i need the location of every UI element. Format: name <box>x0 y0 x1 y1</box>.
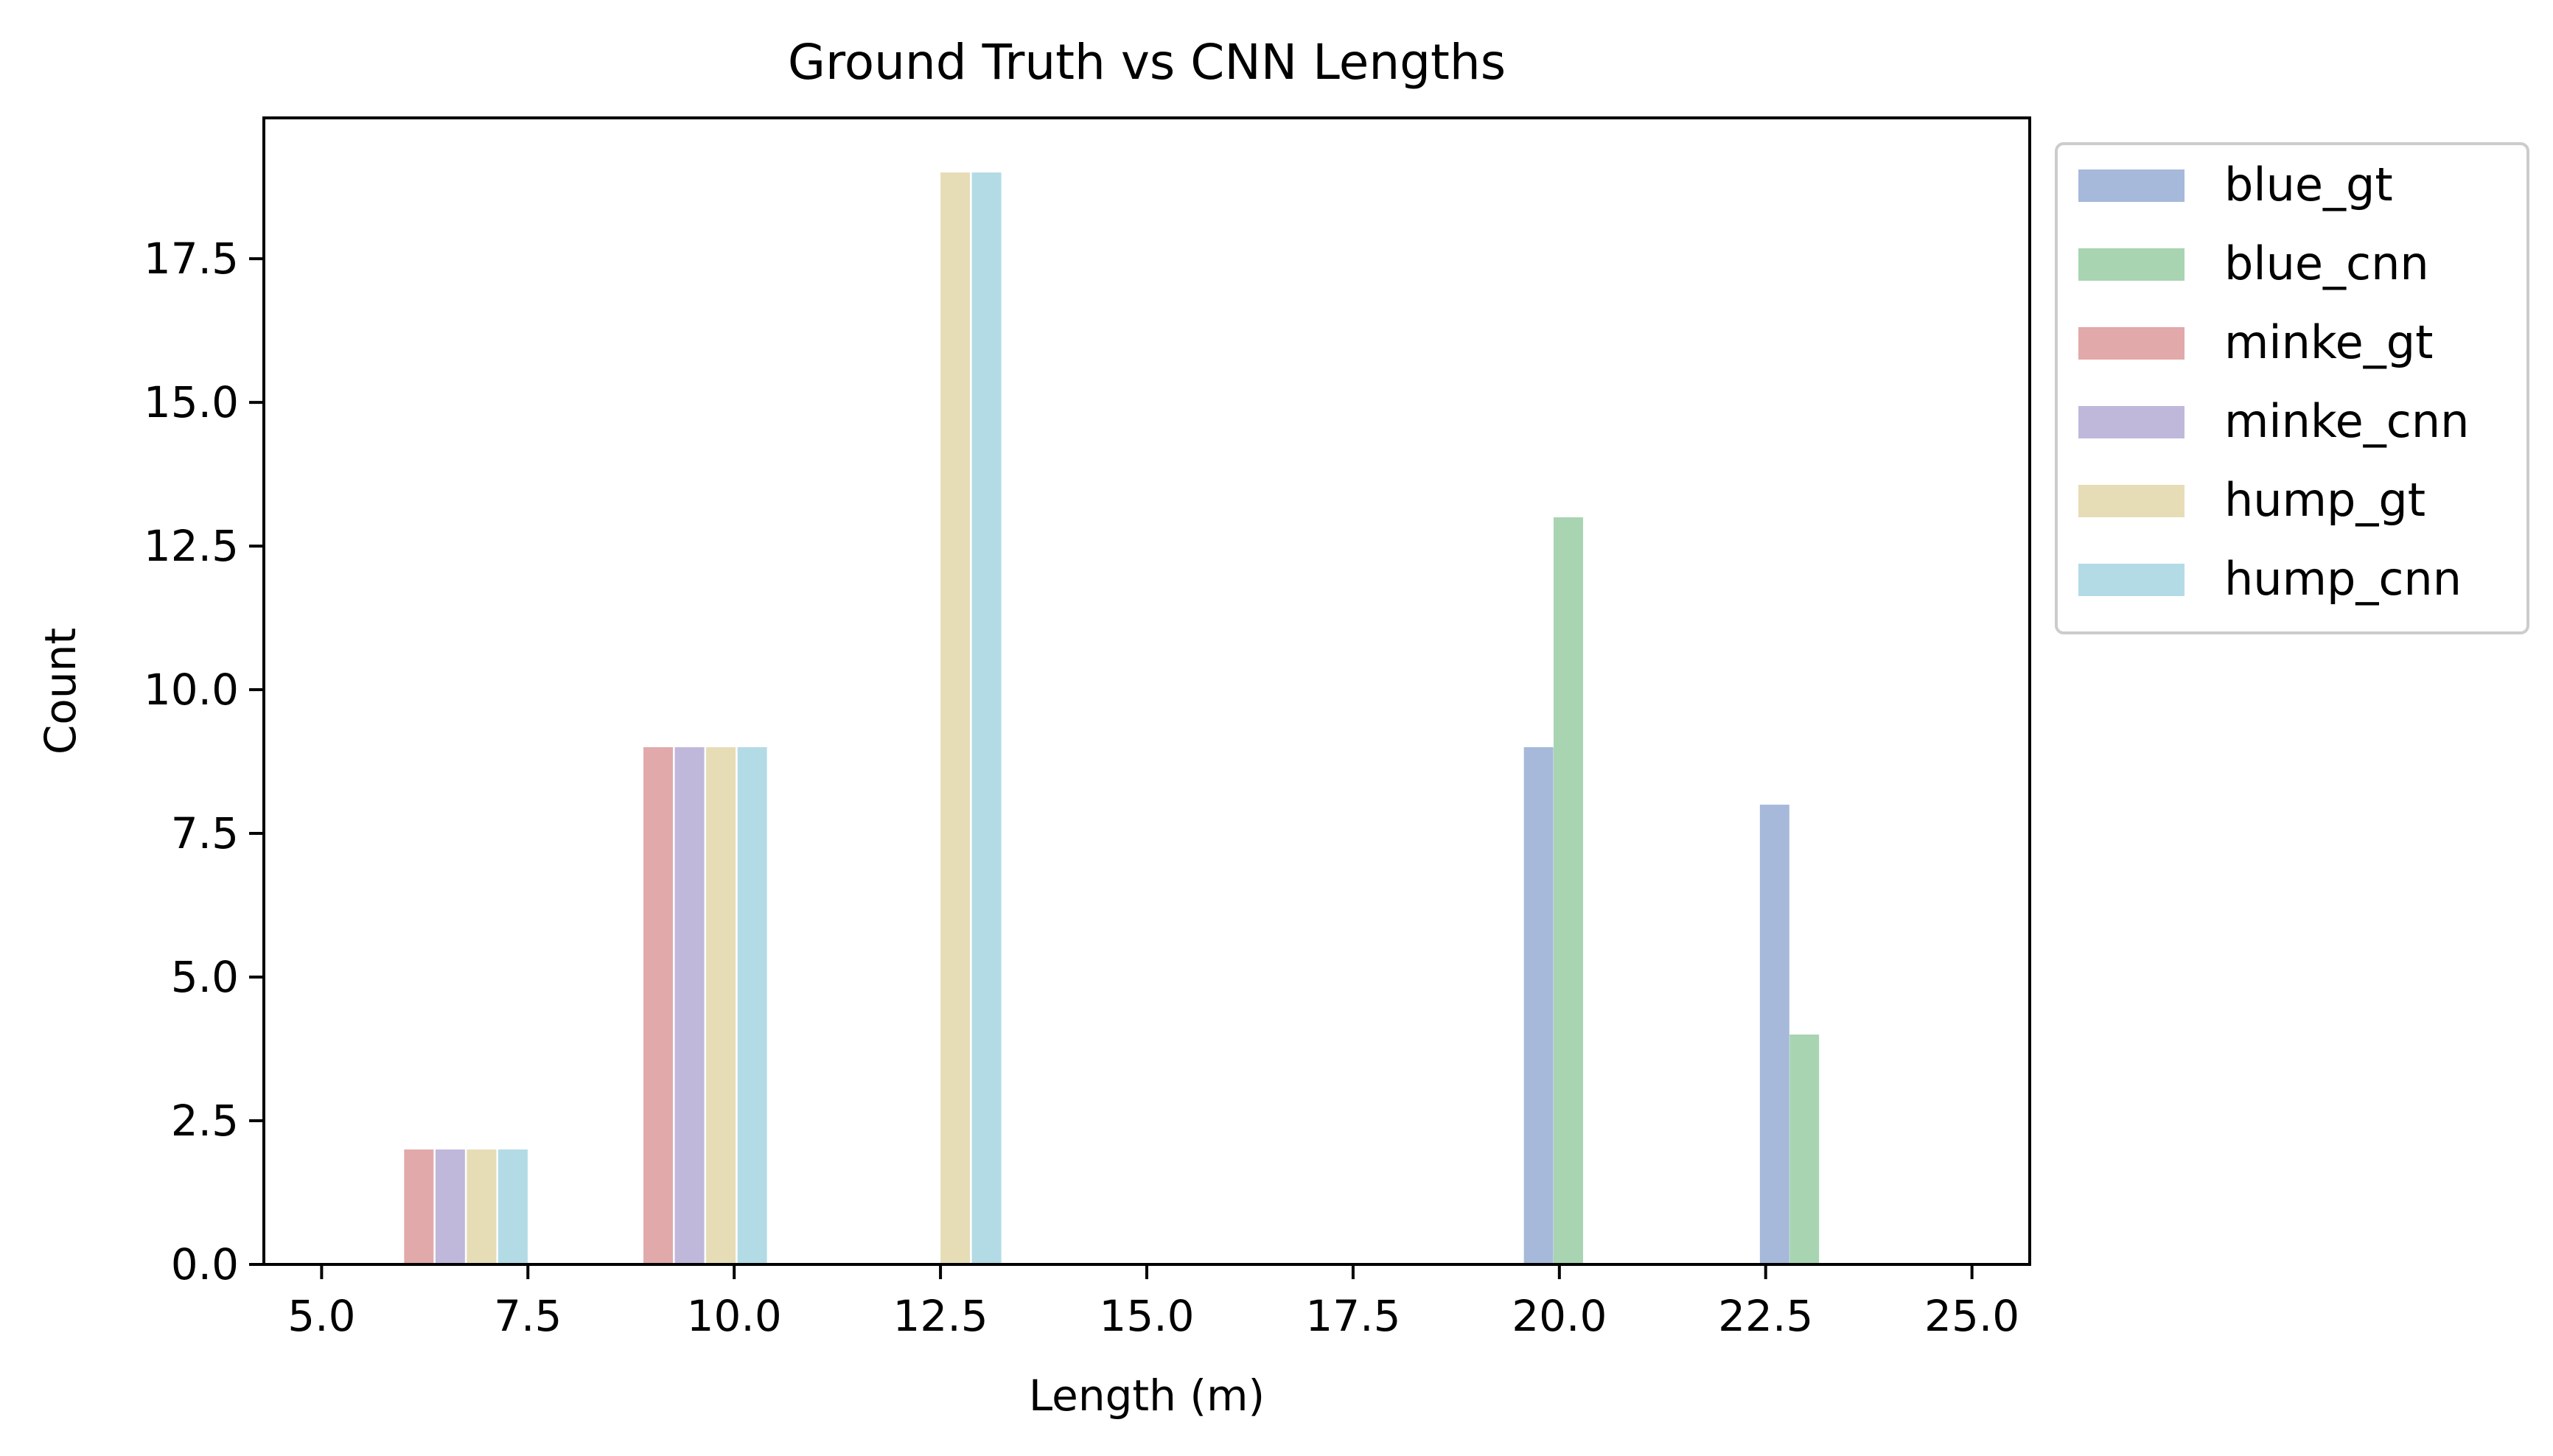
legend-swatch-minke_gt <box>2078 327 2184 360</box>
bar-hump_cnn <box>497 1149 528 1264</box>
bar-hump_gt <box>706 747 736 1264</box>
y-axis: 0.0 2.5 5.0 7.5 10.0 12.5 15.0 17.5 <box>144 234 264 1289</box>
legend-swatch-minke_cnn <box>2078 406 2184 438</box>
y-tick-label: 7.5 <box>171 808 239 858</box>
legend-label-hump_gt: hump_gt <box>2224 473 2425 527</box>
legend-label-blue_gt: blue_gt <box>2224 158 2393 211</box>
bar-minke_cnn <box>435 1149 465 1264</box>
bar-hump_cnn <box>971 172 1002 1265</box>
x-tick-label: 7.5 <box>494 1291 562 1341</box>
bar-hump_gt <box>940 172 971 1265</box>
bar-blue_gt <box>1523 747 1554 1264</box>
legend-label-minke_cnn: minke_cnn <box>2224 394 2469 448</box>
y-tick-label: 12.5 <box>144 521 239 571</box>
x-tick-label: 10.0 <box>687 1291 782 1341</box>
legend: blue_gt blue_cnn minke_gt minke_cnn hump_gth… <box>2055 142 2529 634</box>
bar-blue_cnn <box>1789 1035 1820 1264</box>
y-tick-label: 2.5 <box>171 1096 239 1146</box>
y-tick-label: 5.0 <box>171 952 239 1002</box>
bar-blue_cnn <box>1553 517 1583 1264</box>
x-tick-label: 15.0 <box>1099 1291 1194 1341</box>
y-axis-label: Count <box>35 628 85 755</box>
chart-title: Ground Truth vs CNN Lengths <box>788 34 1506 91</box>
x-axis-label: Length (m) <box>1029 1371 1265 1421</box>
x-tick-label: 12.5 <box>893 1291 988 1341</box>
legend-swatch-blue_cnn <box>2078 248 2184 281</box>
bar-minke_gt <box>404 1149 434 1264</box>
legend-label-hump_cnn: hump_cnn <box>2224 552 2462 606</box>
legend-label-blue_cnn: blue_cnn <box>2224 237 2429 290</box>
bar-minke_gt <box>643 747 673 1264</box>
x-tick-label: 20.0 <box>1512 1291 1607 1341</box>
legend-label-minke_gt: minke_gt <box>2224 315 2433 369</box>
bars-layer <box>404 172 1820 1265</box>
x-tick-label: 25.0 <box>1924 1291 2019 1341</box>
x-axis: 5.0 7.5 10.0 12.5 15.0 17.5 20.0 22.5 25.0 <box>287 1264 2019 1341</box>
legend-swatch-hump_gt <box>2078 485 2184 517</box>
y-tick-label: 0.0 <box>171 1239 239 1289</box>
x-tick-label: 5.0 <box>287 1291 355 1341</box>
bar-hump_cnn <box>737 747 767 1264</box>
legend-swatch-blue_gt <box>2078 169 2184 202</box>
x-tick-label: 17.5 <box>1305 1291 1400 1341</box>
y-tick-label: 15.0 <box>144 377 239 427</box>
y-tick-label: 17.5 <box>144 234 239 284</box>
y-tick-label: 10.0 <box>144 665 239 715</box>
legend-items: blue_gt blue_cnn minke_gt minke_cnn hump_gth… <box>2078 158 2469 606</box>
bar-hump_gt <box>467 1149 497 1264</box>
bar-minke_cnn <box>674 747 705 1264</box>
x-tick-label: 22.5 <box>1718 1291 1813 1341</box>
legend-swatch-hump_cnn <box>2078 564 2184 596</box>
bar-blue_gt <box>1759 805 1789 1264</box>
